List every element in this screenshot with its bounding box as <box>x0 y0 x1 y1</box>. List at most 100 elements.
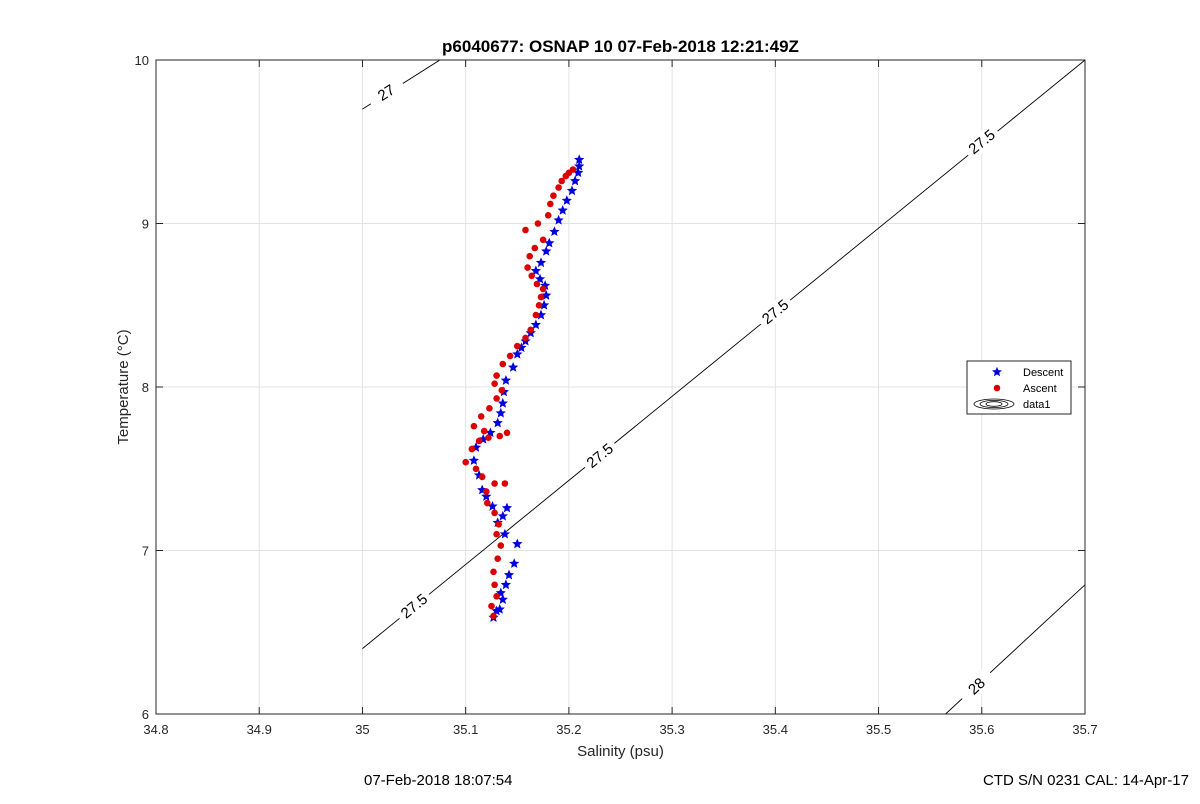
ascent-point <box>494 555 502 562</box>
legend-contour-ring <box>985 401 1003 407</box>
ascent-point <box>480 427 488 435</box>
descent-point <box>544 237 555 248</box>
chart-title: p6040677: OSNAP 10 07-Feb-2018 12:21:49Z <box>442 37 799 56</box>
descent-point <box>468 455 480 465</box>
descent-point <box>497 594 508 604</box>
legend-label-ascent: Ascent <box>1023 383 1057 395</box>
ascent-point <box>514 342 521 350</box>
ascent-point <box>506 352 514 360</box>
x-axis-label: Salinity (psu) <box>577 743 664 760</box>
ascent-point <box>522 226 529 234</box>
contour-line-27 <box>362 60 441 110</box>
y-tick-label: 7 <box>142 544 149 559</box>
legend-marker-ascent <box>993 384 1001 392</box>
descent-point <box>549 226 560 237</box>
x-tick-label: 34.9 <box>247 722 272 737</box>
x-tick-label: 34.8 <box>143 722 168 737</box>
ascent-point <box>490 568 497 576</box>
footer-timestamp: 07-Feb-2018 18:07:54 <box>364 772 513 789</box>
ascent-point <box>468 445 476 453</box>
ascent-point <box>478 473 486 481</box>
descent-point <box>509 558 520 568</box>
descent-point <box>574 160 585 171</box>
descent-point <box>499 528 511 539</box>
descent-point <box>557 205 568 215</box>
ascent-point <box>486 405 493 412</box>
ascent-point <box>470 422 478 430</box>
ascent-point <box>495 521 503 528</box>
ascent-point <box>539 236 547 244</box>
ascent-point <box>501 480 509 487</box>
descent-point <box>503 569 515 580</box>
x-tick-label: 35.7 <box>1072 722 1097 737</box>
x-tick-label: 35.5 <box>866 722 891 737</box>
descent-point <box>508 362 519 372</box>
ascent-point <box>491 581 498 589</box>
ascent-point <box>472 465 480 473</box>
descent-point <box>574 154 585 165</box>
ascent-point <box>533 280 541 288</box>
ascent-point <box>496 432 504 440</box>
ascent-point <box>535 302 543 309</box>
descent-point <box>481 491 492 501</box>
legend-contour-ring <box>979 399 1009 408</box>
y-axis-ticks: 6 7 8 9 10 <box>135 53 1085 722</box>
descent-point <box>569 175 581 186</box>
ascent-point <box>522 334 529 342</box>
ascent-point <box>462 458 470 466</box>
x-tick-label: 35.6 <box>969 722 994 737</box>
ascent-point <box>550 192 557 199</box>
descent-point <box>512 348 523 359</box>
ascent-point <box>475 437 483 445</box>
x-tick-label: 35.2 <box>556 722 581 737</box>
x-tick-label: 35.1 <box>453 722 478 737</box>
descent-point <box>495 407 506 418</box>
ascent-point <box>526 252 533 260</box>
ascent-point <box>537 293 545 301</box>
descent-point <box>553 214 564 225</box>
contour-line-27-5 <box>362 60 1085 649</box>
y-tick-label: 8 <box>142 380 149 395</box>
ascent-point <box>498 387 506 394</box>
series-ascent <box>462 166 577 620</box>
descent-point <box>566 185 578 196</box>
ascent-point <box>488 602 495 610</box>
ascent-point <box>528 272 535 280</box>
descent-point <box>500 375 512 385</box>
ascent-point <box>534 220 542 227</box>
x-axis-ticks: 34.8 34.9 35 35.1 35.2 35.3 35.4 35.5 35.6 35.7 <box>143 60 1098 737</box>
legend-box <box>966 360 1072 415</box>
ascent-point <box>493 395 500 402</box>
ascent-point <box>524 264 531 271</box>
legend: Descent Ascent data1 <box>966 360 1072 415</box>
y-tick-label: 9 <box>142 217 149 232</box>
descent-point <box>535 257 547 268</box>
ascent-point <box>555 184 562 191</box>
descent-point <box>501 502 513 513</box>
ascent-point <box>485 434 492 442</box>
descent-point <box>500 579 512 590</box>
descent-point <box>530 319 541 330</box>
ascent-point <box>484 499 491 507</box>
ascent-point <box>527 326 534 334</box>
footer-calibration: CTD S/N 0231 CAL: 14-Apr-17 <box>983 772 1189 789</box>
descent-point <box>561 195 572 205</box>
ascent-point <box>531 244 539 252</box>
legend-marker-descent <box>992 366 1002 377</box>
legend-marker-contour <box>973 398 1015 410</box>
ascent-point <box>483 488 490 495</box>
ascent-point <box>547 200 554 208</box>
ascent-point <box>569 166 577 173</box>
descent-point <box>497 397 508 408</box>
legend-contour-ring <box>973 398 1015 410</box>
ascent-point <box>493 593 500 600</box>
descent-point <box>541 245 552 256</box>
descent-point <box>497 510 508 521</box>
ascent-point <box>532 311 540 319</box>
ascent-point <box>497 542 505 549</box>
ascent-point <box>503 429 511 437</box>
descent-point <box>495 587 506 598</box>
ascent-point <box>490 612 497 620</box>
ascent-point <box>491 509 498 517</box>
